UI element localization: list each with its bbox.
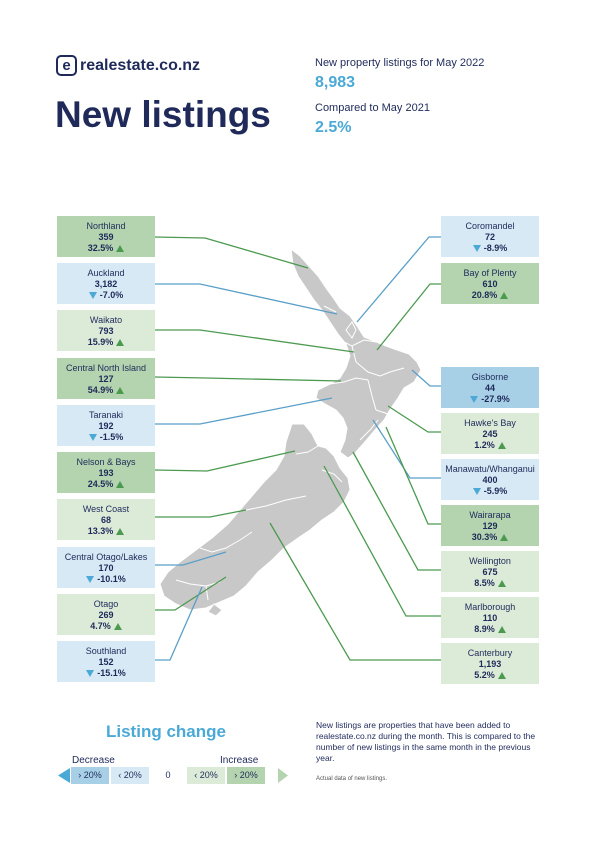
footnote-text: New listings are properties that have be…: [316, 720, 536, 763]
up-arrow-icon: [500, 292, 509, 299]
region-box-auckland: Auckland 3,182 -7.0%: [57, 263, 155, 304]
up-arrow-icon: [116, 339, 125, 346]
listings-label: New property listings for May 2022: [315, 57, 485, 69]
legend-cell-increase: ‹ 20%: [187, 767, 225, 784]
logo-mark-icon: e: [56, 55, 77, 76]
up-arrow-icon: [497, 626, 506, 633]
down-arrow-icon: [86, 576, 95, 583]
legend-cell-zero: 0: [151, 767, 185, 784]
region-box-southland: Southland 152 -15.1%: [57, 641, 155, 682]
up-arrow-icon: [116, 528, 125, 535]
up-arrow-icon: [497, 580, 506, 587]
legend-cell-strong-decrease: › 20%: [71, 767, 109, 784]
up-arrow-icon: [497, 672, 506, 679]
north-island-shape: [290, 247, 422, 459]
up-arrow-icon: [497, 442, 506, 449]
legend-left-arrow-icon: [58, 768, 70, 783]
region-box-otago: Otago 269 4.7%: [57, 594, 155, 635]
down-arrow-icon: [472, 245, 481, 252]
region-box-central-north-island: Central North Island 127 54.9%: [57, 358, 155, 399]
region-box-northland: Northland 359 32.5%: [57, 216, 155, 257]
up-arrow-icon: [116, 245, 125, 252]
region-box-gisborne: Gisborne 44 -27.9%: [441, 367, 539, 408]
down-arrow-icon: [470, 396, 479, 403]
region-box-waikato: Waikato 793 15.9%: [57, 310, 155, 351]
legend-title: Listing change: [106, 722, 226, 741]
legend-increase-label: Increase: [220, 755, 259, 766]
north-island-borders: [323, 305, 405, 441]
region-box-bay-of-plenty: Bay of Plenty 610 20.8%: [441, 263, 539, 304]
region-box-coromandel: Coromandel 72 -8.9%: [441, 216, 539, 257]
region-box-wairarapa: Wairarapa 129 30.3%: [441, 505, 539, 546]
compare-label: Compared to May 2021: [315, 102, 430, 114]
up-arrow-icon: [116, 387, 125, 394]
legend-cell-decrease: ‹ 20%: [111, 767, 149, 784]
south-island-borders: [175, 445, 343, 601]
up-arrow-icon: [116, 481, 125, 488]
legend-arrows: [58, 768, 288, 783]
region-box-nelson-bays: Nelson & Bays 193 24.5%: [57, 452, 155, 493]
region-box-manawatu-whanganui: Manawatu/Whanganui 400 -5.9%: [441, 459, 539, 500]
legend-right-arrow-icon: [278, 768, 288, 783]
brand-logo: e realestate.co.nz: [56, 55, 200, 76]
region-box-west-coast: West Coast 68 13.3%: [57, 499, 155, 540]
up-arrow-icon: [500, 534, 509, 541]
legend-cell-strong-increase: › 20%: [227, 767, 265, 784]
down-arrow-icon: [88, 292, 97, 299]
region-box-central-otago-lakes: Central Otago/Lakes 170 -10.1%: [57, 547, 155, 588]
footnote-small: Actual data of new listings.: [316, 776, 388, 782]
region-box-taranaki: Taranaki 192 -1.5%: [57, 405, 155, 446]
connector-lines: [154, 236, 443, 661]
listings-value: 8,983: [315, 74, 356, 91]
region-box-marlborough: Marlborough 110 8.9%: [441, 597, 539, 638]
region-box-canterbury: Canterbury 1,193 5.2%: [441, 643, 539, 684]
south-island-shape: [159, 423, 351, 617]
page-title: New listings: [55, 94, 271, 135]
down-arrow-icon: [88, 434, 97, 441]
legend-decrease-label: Decrease: [72, 755, 115, 766]
up-arrow-icon: [113, 623, 122, 630]
compare-value: 2.5%: [315, 119, 352, 136]
down-arrow-icon: [472, 488, 481, 495]
region-box-hawkes-bay: Hawke's Bay 245 1.2%: [441, 413, 539, 454]
down-arrow-icon: [86, 670, 95, 677]
brand-name: realestate.co.nz: [80, 56, 201, 74]
region-box-wellington: Wellington 675 8.5%: [441, 551, 539, 592]
